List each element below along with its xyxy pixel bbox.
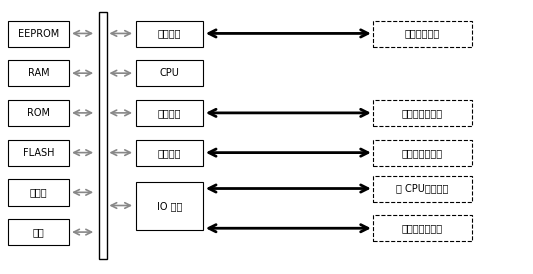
Text: 显示装置状态: 显示装置状态 xyxy=(405,28,440,39)
Bar xyxy=(373,215,472,241)
Text: 连接站内以太网: 连接站内以太网 xyxy=(402,148,443,158)
Bar xyxy=(373,100,472,126)
Text: EEPROM: EEPROM xyxy=(18,28,59,39)
Bar xyxy=(99,12,107,259)
Bar xyxy=(373,176,472,202)
Text: 至 CPU、控制等: 至 CPU、控制等 xyxy=(396,184,449,194)
Bar xyxy=(136,21,203,47)
Text: FLASH: FLASH xyxy=(23,148,54,158)
Text: 串行接口: 串行接口 xyxy=(158,108,182,118)
Bar xyxy=(8,219,69,245)
Text: RAM: RAM xyxy=(28,68,50,78)
Bar xyxy=(8,100,69,126)
Text: 网络接口: 网络接口 xyxy=(158,148,182,158)
Bar xyxy=(136,182,203,230)
Text: 显示屏: 显示屏 xyxy=(30,187,47,198)
Text: IO 接口: IO 接口 xyxy=(157,201,182,211)
Text: CPU: CPU xyxy=(160,68,180,78)
Bar xyxy=(8,140,69,166)
Bar xyxy=(136,100,203,126)
Bar xyxy=(373,21,472,47)
Text: 与测控单元通信: 与测控单元通信 xyxy=(402,108,443,118)
Text: ROM: ROM xyxy=(27,108,50,118)
Bar xyxy=(136,60,203,86)
Bar xyxy=(373,140,472,166)
Bar xyxy=(8,21,69,47)
Bar xyxy=(8,179,69,206)
Text: 面板信号: 面板信号 xyxy=(158,28,182,39)
Bar xyxy=(136,140,203,166)
Text: 信号、告警输出: 信号、告警输出 xyxy=(402,223,443,233)
Text: 键盘: 键盘 xyxy=(33,227,45,237)
Bar xyxy=(8,60,69,86)
